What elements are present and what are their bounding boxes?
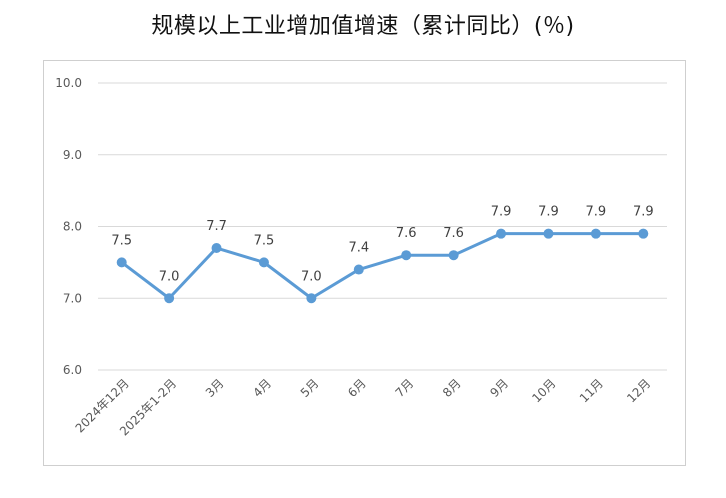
data-label: 7.9 <box>491 205 512 220</box>
data-points <box>116 228 649 304</box>
chart-frame <box>43 60 686 466</box>
y-tick-label: 9.0 <box>63 148 82 162</box>
y-axis: 6.0 7.0 8.0 9.0 10.0 <box>55 76 82 377</box>
x-tick-label: 11月 <box>577 376 606 405</box>
data-label: 7.0 <box>301 269 322 284</box>
data-point <box>164 293 175 304</box>
data-point <box>258 257 269 268</box>
x-tick-label: 9月 <box>487 376 511 400</box>
y-tick-label: 6.0 <box>63 363 82 377</box>
gridlines <box>98 82 667 371</box>
data-point <box>116 257 127 268</box>
data-point <box>590 228 601 239</box>
data-point <box>543 228 554 239</box>
data-label: 7.7 <box>206 219 227 234</box>
x-tick-label: 10月 <box>529 376 558 405</box>
series-line <box>120 232 645 300</box>
y-tick-label: 8.0 <box>63 220 82 234</box>
data-label: 7.9 <box>633 205 654 220</box>
data-label: 7.9 <box>586 205 607 220</box>
y-tick-label: 10.0 <box>55 76 82 90</box>
data-labels: 7.5 7.0 7.7 7.5 7.0 7.4 7.6 7.6 7.9 7.9 7.9 7.9 <box>111 205 653 285</box>
chart-title: 规模以上工业增加值增速（累计同比）(％) <box>151 14 575 39</box>
data-label: 7.0 <box>159 269 180 284</box>
data-label: 7.9 <box>538 205 559 220</box>
data-point <box>306 293 317 304</box>
data-label: 7.4 <box>348 241 369 256</box>
data-label: 7.6 <box>443 226 464 241</box>
data-label: 7.5 <box>111 233 132 248</box>
x-tick-label: 4月 <box>250 376 274 400</box>
data-label: 7.5 <box>254 233 275 248</box>
x-tick-label: 6月 <box>345 376 369 400</box>
x-tick-label: 12月 <box>624 376 653 405</box>
data-point <box>496 228 507 239</box>
x-tick-label: 7月 <box>393 376 417 400</box>
data-point <box>638 228 649 239</box>
data-point <box>211 243 222 254</box>
x-tick-label: 3月 <box>203 376 227 400</box>
data-point <box>448 250 459 261</box>
x-tick-label: 8月 <box>440 376 464 400</box>
y-tick-label: 7.0 <box>63 291 82 305</box>
series-line-path <box>120 232 645 300</box>
data-point <box>401 250 412 261</box>
data-label: 7.6 <box>396 226 417 241</box>
x-tick-label: 5月 <box>298 376 322 400</box>
data-point <box>353 264 364 275</box>
